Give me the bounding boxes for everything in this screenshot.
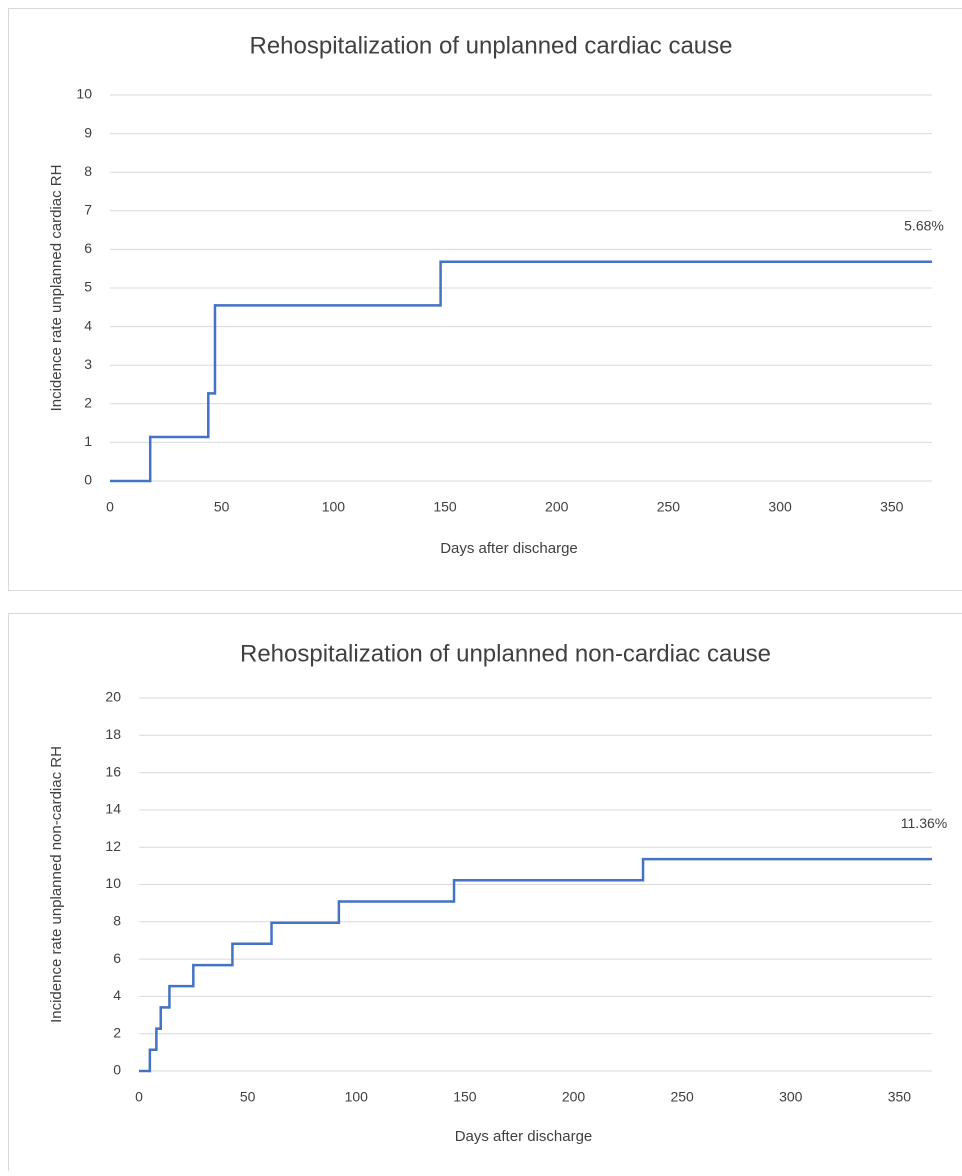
x-tick-label: 0 [106,499,114,515]
x-tick-label: 50 [214,499,230,515]
y-tick-label: 6 [84,240,92,256]
x-tick-label: 100 [345,1089,369,1105]
x-axis-label: Days after discharge [455,1128,593,1145]
y-tick-label: 16 [105,763,121,779]
y-tick-label: 7 [84,202,92,218]
x-tick-label: 300 [779,1089,803,1105]
chart-frame [9,9,962,591]
x-tick-label: 150 [433,499,457,515]
y-tick-label: 0 [84,472,92,488]
y-axis-label: Incidence rate unplanned cardiac RH [48,165,65,412]
x-tick-label: 200 [562,1089,586,1105]
y-tick-label: 10 [76,86,92,102]
x-axis-label: Days after discharge [440,540,578,557]
annotation: 5.68% [904,217,944,233]
x-tick-label: 200 [545,499,569,515]
y-tick-label: 9 [84,124,92,140]
y-tick-label: 0 [113,1062,121,1078]
x-tick-label: 350 [880,499,904,515]
x-tick-label: 150 [453,1089,477,1105]
y-tick-label: 18 [105,726,121,742]
y-tick-label: 6 [113,950,121,966]
y-tick-label: 2 [84,395,92,411]
x-tick-label: 250 [670,1089,694,1105]
chart-title: Rehospitalization of unplanned cardiac c… [250,32,733,59]
x-tick-label: 300 [768,499,792,515]
chart-title: Rehospitalization of unplanned non-cardi… [240,640,771,667]
annotation: 11.36% [901,815,947,831]
x-tick-label: 50 [240,1089,256,1105]
y-tick-label: 5 [84,279,92,295]
y-tick-label: 2 [113,1024,121,1040]
x-tick-label: 350 [888,1089,912,1105]
y-axis-label: Incidence rate unplanned non-cardiac RH [48,746,65,1023]
y-tick-label: 1 [84,433,92,449]
y-tick-label: 8 [84,163,92,179]
y-tick-label: 20 [105,689,121,705]
y-tick-label: 10 [105,875,121,891]
y-tick-label: 12 [105,838,121,854]
x-tick-label: 0 [135,1089,143,1105]
x-tick-label: 100 [322,499,346,515]
y-tick-label: 8 [113,913,121,929]
y-tick-label: 14 [105,801,121,817]
y-tick-label: 4 [84,317,92,333]
y-tick-label: 3 [84,356,92,372]
y-tick-label: 4 [113,987,121,1003]
x-tick-label: 250 [657,499,681,515]
chart-frame [9,614,962,1172]
